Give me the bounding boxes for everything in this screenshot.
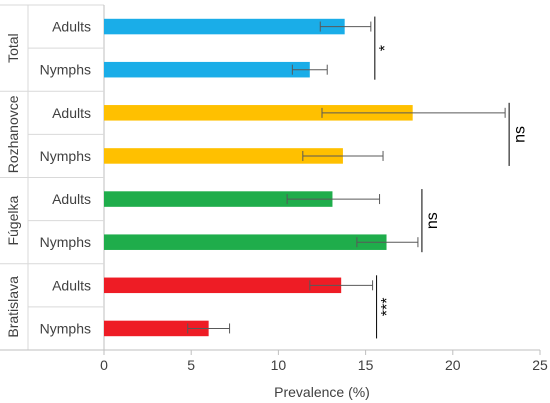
significance-label: ns: [424, 212, 441, 229]
category-label: Nymphs: [40, 320, 91, 336]
x-axis-title: Prevalence (%): [274, 384, 370, 400]
category-label: Nymphs: [40, 148, 91, 164]
significance-markers: * ns ns ***: [374, 16, 528, 339]
group-label: Bratislava: [5, 276, 21, 338]
x-tick-label: 20: [445, 357, 461, 373]
group-label: Fúgelka: [5, 196, 21, 246]
category-label: Adults: [52, 19, 91, 35]
x-tick-label: 5: [187, 357, 195, 373]
significance-label: ***: [379, 298, 396, 317]
bar: [104, 234, 387, 250]
category-label: Adults: [52, 105, 91, 121]
category-label: Nymphs: [40, 234, 91, 250]
bar: [104, 105, 413, 121]
category-label: Adults: [52, 277, 91, 293]
significance-label: ns: [511, 126, 528, 143]
bar: [104, 277, 342, 294]
bar: [104, 61, 310, 78]
x-tick-label: 25: [532, 357, 548, 373]
x-tick-label: 0: [100, 357, 108, 373]
category-label: Nymphs: [40, 62, 91, 78]
bar: [104, 191, 333, 207]
group-label: Total: [5, 33, 21, 63]
category-labels: Total Adults Nymphs Rozhanovce Adults Nymphs F…: [5, 19, 91, 338]
x-ticks: 0 5 10 15 20 25: [100, 350, 548, 373]
x-tick-label: 10: [271, 357, 287, 373]
bars: [104, 18, 506, 337]
significance-label: *: [377, 45, 394, 51]
x-tick-label: 15: [358, 357, 374, 373]
bar: [104, 320, 209, 337]
bar: [104, 148, 343, 164]
category-label: Adults: [52, 191, 91, 207]
group-label: Rozhanovce: [5, 95, 21, 173]
bar: [104, 18, 345, 35]
chart-structure: [0, 4, 540, 351]
